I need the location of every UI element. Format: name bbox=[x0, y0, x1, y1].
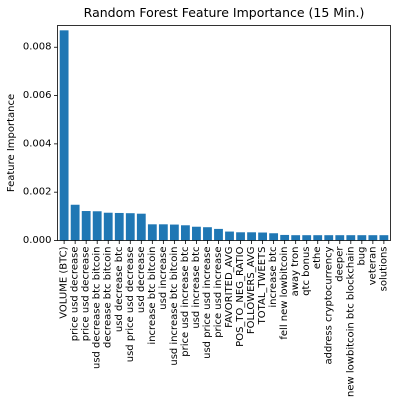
y-axis-label: Feature Importance bbox=[6, 94, 17, 192]
bar bbox=[258, 232, 267, 241]
bar bbox=[346, 235, 356, 241]
x-tick-label: usd decrease btc bbox=[114, 247, 125, 333]
x-tick-label: veteran bbox=[367, 247, 378, 286]
x-tick-label: usd increase btc bitcoin bbox=[169, 247, 180, 366]
bar bbox=[92, 211, 102, 241]
y-tick-label: 0.000 bbox=[23, 235, 52, 246]
bar bbox=[313, 235, 323, 241]
bar bbox=[214, 228, 223, 241]
bar bbox=[103, 212, 113, 241]
bar bbox=[203, 227, 212, 241]
x-tick-label: usd decrease btc bitcoin bbox=[92, 247, 103, 370]
y-tick-label: 0.006 bbox=[23, 90, 52, 101]
x-tick-label: VOLUME (BTC) bbox=[59, 246, 70, 318]
bar bbox=[81, 211, 91, 241]
x-tick-label: deeper bbox=[334, 246, 345, 282]
bar bbox=[291, 235, 301, 241]
x-tick-label: FAVORITED_AVG bbox=[224, 247, 235, 328]
bar bbox=[70, 204, 80, 241]
x-tick-label: POS_TO_NEG_RATIO bbox=[235, 246, 246, 346]
x-tick-label: usd price usd increase bbox=[202, 247, 213, 359]
bar bbox=[236, 232, 245, 241]
x-tick-label: solutions bbox=[378, 247, 389, 292]
x-tick-label: fell new lowbitcoin bbox=[279, 247, 290, 340]
bar bbox=[114, 212, 124, 241]
x-tick-label: increase btc bitcoin bbox=[147, 247, 158, 345]
x-tick-label: price usd decrease bbox=[81, 247, 92, 342]
x-ticks-group: VOLUME (BTC) price usd decrease price usd … bbox=[59, 240, 389, 397]
bar bbox=[169, 224, 179, 241]
bar bbox=[192, 226, 201, 241]
x-tick-label: usd increase btc bbox=[191, 247, 202, 329]
x-tick-label: price usd decrease bbox=[70, 247, 81, 342]
bar bbox=[181, 225, 190, 241]
bar bbox=[147, 224, 157, 241]
y-ticks-group: 0.000 0.002 0.004 0.006 0.008 bbox=[23, 42, 58, 246]
chart-title: Random Forest Feature Importance (15 Min… bbox=[84, 5, 365, 20]
x-tick-label: address cryptocurrency bbox=[323, 246, 334, 364]
y-tick-label: 0.008 bbox=[23, 42, 52, 53]
x-tick-label: price usd increase bbox=[213, 247, 224, 338]
x-tick-label: increase btc bbox=[268, 247, 279, 308]
x-tick-label: TOTAL_TWEETS bbox=[257, 247, 268, 326]
bar bbox=[280, 234, 290, 241]
x-tick-label: FOLLOWERS_AVG bbox=[246, 247, 257, 335]
bars-group bbox=[59, 30, 389, 241]
x-tick-label: decrease btc bitcoin bbox=[103, 247, 114, 348]
bar bbox=[357, 235, 367, 241]
y-tick-label: 0.002 bbox=[23, 187, 52, 198]
x-tick-label: bug bbox=[356, 247, 367, 266]
y-tick-label: 0.004 bbox=[23, 138, 52, 149]
x-tick-label: qtc bonus bbox=[301, 247, 312, 296]
x-tick-label: away tron bbox=[290, 247, 301, 297]
bar bbox=[368, 235, 378, 241]
bar bbox=[379, 235, 389, 241]
plot-frame bbox=[57, 25, 391, 241]
bar bbox=[225, 231, 234, 241]
bar bbox=[269, 233, 279, 241]
bar bbox=[335, 235, 345, 241]
x-tick-label: new lowbitcoin btc blockchain bbox=[345, 247, 356, 397]
x-tick-label: usd decrease bbox=[136, 247, 147, 314]
bar bbox=[136, 213, 146, 241]
bar bbox=[302, 235, 312, 241]
bar bbox=[59, 30, 69, 241]
bar bbox=[247, 232, 256, 241]
bar bbox=[158, 224, 168, 241]
x-tick-label: usd increase bbox=[158, 247, 169, 310]
x-tick-label: price usd increase btc bbox=[180, 247, 191, 357]
x-tick-label: ethe bbox=[312, 247, 323, 270]
bar bbox=[324, 235, 334, 241]
bar bbox=[125, 213, 135, 241]
x-tick-label: usd price usd decrease bbox=[125, 247, 136, 363]
